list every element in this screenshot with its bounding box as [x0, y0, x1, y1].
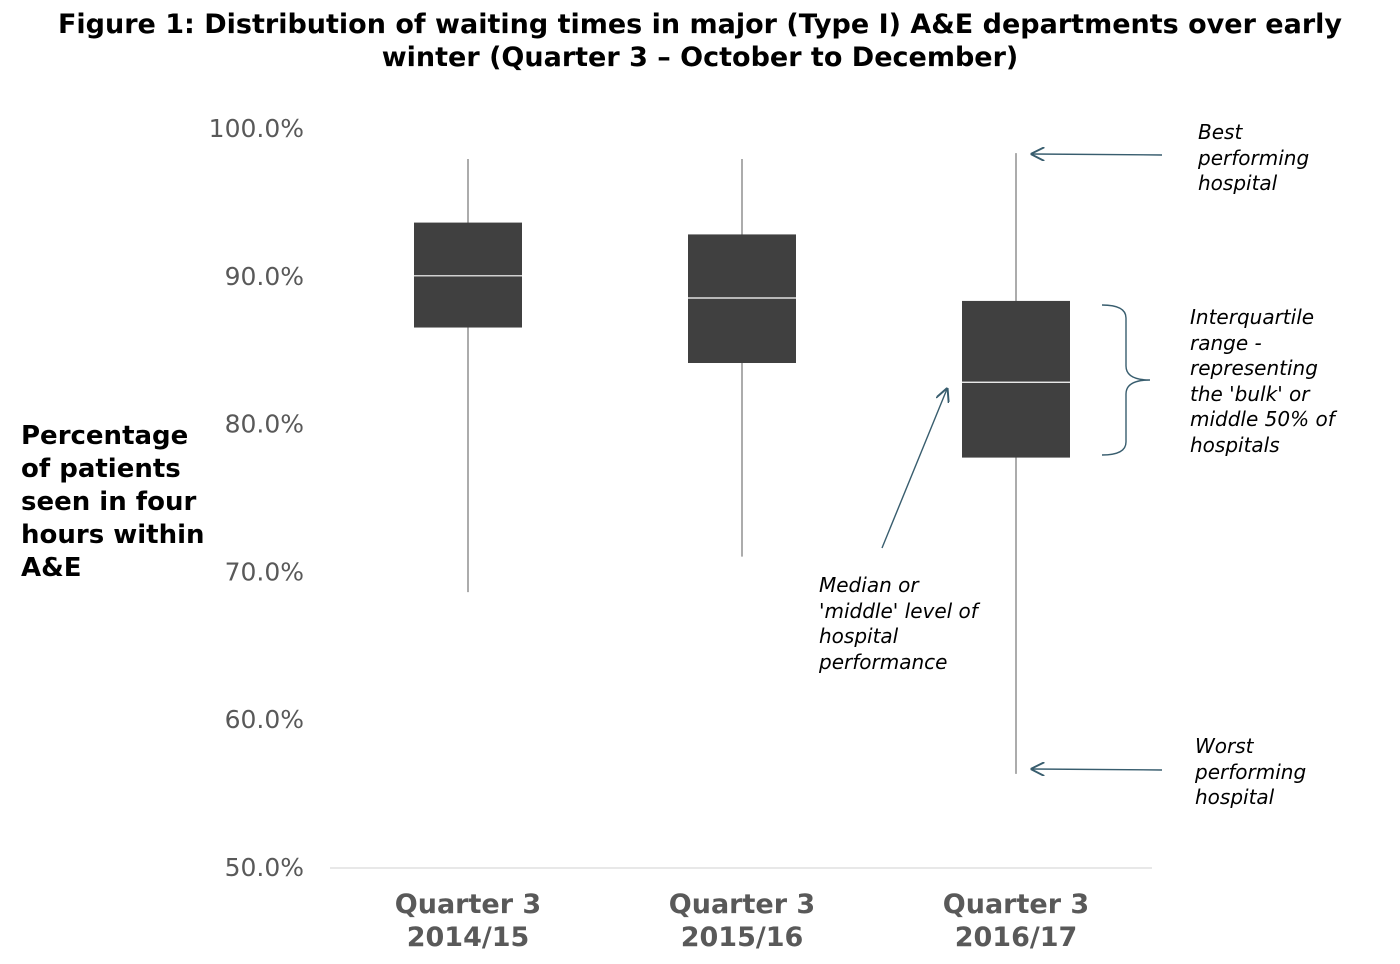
median-arrow: [881, 389, 947, 549]
x-tick-label: Quarter 3: [395, 889, 541, 920]
y-tick-label: 60.0%: [225, 705, 304, 734]
x-tick-label: Quarter 3: [943, 889, 1089, 920]
x-tick-label: Quarter 3: [669, 889, 815, 920]
y-tick-label: 100.0%: [209, 114, 304, 143]
worst-arrow: [1032, 769, 1163, 770]
annotation-median: Median or 'middle' level of hospital per…: [819, 573, 978, 674]
x-tick-label: 2014/15: [407, 922, 530, 953]
y-tick-label: 50.0%: [225, 853, 304, 882]
best-arrow: [1032, 154, 1163, 155]
x-tick-label: 2016/17: [955, 922, 1078, 953]
y-tick-label: 70.0%: [225, 557, 304, 586]
iqr-brace: [1101, 304, 1151, 456]
iqr-box: [688, 234, 796, 364]
y-tick-label: 80.0%: [225, 410, 304, 439]
iqr-box: [962, 300, 1070, 458]
y-tick-label: 90.0%: [225, 262, 304, 291]
y-axis-label: Percentage of patients seen in four hour…: [21, 421, 205, 583]
iqr-box: [414, 222, 522, 328]
annotation-iqr: Interquartile range - representing the '…: [1190, 305, 1335, 457]
x-tick-label: 2015/16: [681, 922, 804, 953]
chart-title: Figure 1: Distribution of waiting times …: [57, 9, 1342, 73]
annotation-best: Best performing hospital: [1198, 120, 1310, 195]
annotation-worst: Worst performing hospital: [1195, 734, 1307, 809]
